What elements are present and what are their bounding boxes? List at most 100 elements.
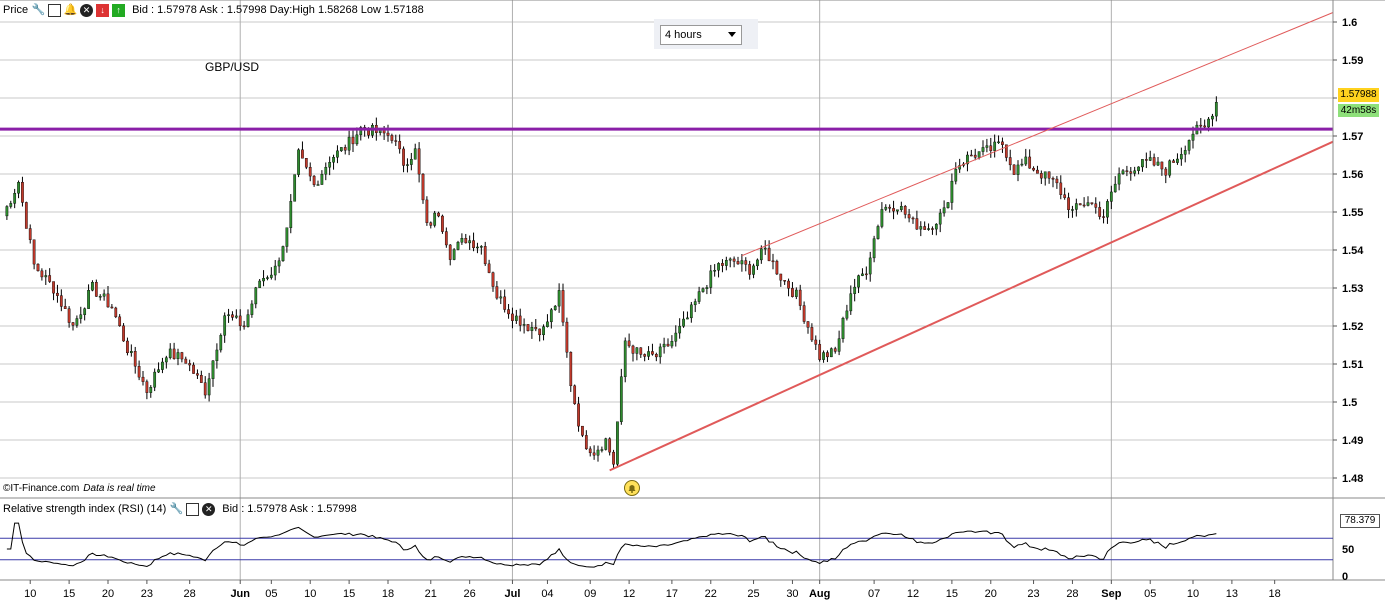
candle-body[interactable] <box>923 226 927 230</box>
candle-body[interactable] <box>643 354 647 357</box>
candle-body[interactable] <box>911 217 915 220</box>
rsi-panel[interactable]: 100500 <box>0 517 1360 583</box>
candle-body[interactable] <box>724 260 728 266</box>
candle-body[interactable] <box>775 260 779 275</box>
candle-body[interactable] <box>888 206 892 209</box>
candle-body[interactable] <box>98 296 102 298</box>
candle-body[interactable] <box>1059 182 1063 195</box>
candle-body[interactable] <box>227 314 230 316</box>
candle-body[interactable] <box>425 199 429 223</box>
candle-body[interactable] <box>448 244 452 260</box>
candle-body[interactable] <box>188 363 192 366</box>
candle-body[interactable] <box>219 335 223 351</box>
candle-body[interactable] <box>1043 171 1047 179</box>
candle-body[interactable] <box>892 208 895 212</box>
candle-body[interactable] <box>1129 171 1133 174</box>
candle-body[interactable] <box>511 313 514 321</box>
candle-body[interactable] <box>833 348 837 352</box>
candle-body[interactable] <box>973 154 977 158</box>
candle-body[interactable] <box>359 127 363 136</box>
candle-body[interactable] <box>211 360 215 379</box>
candle-body[interactable] <box>1074 203 1078 210</box>
close-icon[interactable]: ✕ <box>80 3 94 17</box>
candle-body[interactable] <box>1047 171 1051 179</box>
candle-body[interactable] <box>402 148 405 166</box>
candle-body[interactable] <box>176 352 180 360</box>
candle-body[interactable] <box>526 324 530 331</box>
candle-body[interactable] <box>1211 115 1214 120</box>
candle-body[interactable] <box>254 287 258 305</box>
candle-body[interactable] <box>1071 209 1074 211</box>
candle-body[interactable] <box>161 361 164 370</box>
candle-body[interactable] <box>631 345 635 354</box>
wrench-icon[interactable]: 🔧 <box>31 3 46 16</box>
candle-body[interactable] <box>810 327 814 341</box>
candle-body[interactable] <box>67 308 71 323</box>
candle-body[interactable] <box>709 270 713 288</box>
candle-body[interactable] <box>285 227 289 247</box>
candle-body[interactable] <box>950 180 954 203</box>
candle-body[interactable] <box>320 174 324 185</box>
candle-body[interactable] <box>604 438 608 450</box>
candle-body[interactable] <box>577 403 580 427</box>
candle-body[interactable] <box>91 282 94 291</box>
candle-body[interactable] <box>608 438 612 453</box>
download-icon[interactable]: ↓ <box>96 3 110 17</box>
credit-source[interactable]: ©IT-Finance.com <box>3 483 80 494</box>
candle-body[interactable] <box>110 306 114 309</box>
candle-body[interactable] <box>837 338 841 352</box>
candle-body[interactable] <box>1008 157 1012 166</box>
candle-body[interactable] <box>503 296 507 310</box>
candle-body[interactable] <box>717 263 720 271</box>
candle-body[interactable] <box>1121 170 1125 174</box>
candle-body[interactable] <box>269 274 273 278</box>
candle-body[interactable] <box>903 206 907 215</box>
candle-body[interactable] <box>1156 161 1160 166</box>
candle-body[interactable] <box>573 385 577 404</box>
candle-body[interactable] <box>1078 203 1082 206</box>
candle-body[interactable] <box>452 249 456 260</box>
candle-body[interactable] <box>927 228 930 230</box>
candle-body[interactable] <box>456 241 460 250</box>
candle-body[interactable] <box>114 307 118 318</box>
candle-body[interactable] <box>52 281 55 294</box>
candle-body[interactable] <box>981 147 985 152</box>
candle-body[interactable] <box>841 317 845 339</box>
candle-body[interactable] <box>542 326 545 336</box>
candle-body[interactable] <box>1144 159 1148 161</box>
candle-body[interactable] <box>857 275 860 288</box>
candle-body[interactable] <box>28 228 32 240</box>
candle-body[interactable] <box>332 157 335 163</box>
candle-body[interactable] <box>343 147 347 151</box>
candle-body[interactable] <box>137 365 141 378</box>
candle-body[interactable] <box>872 238 876 259</box>
candle-body[interactable] <box>87 290 90 309</box>
candle-body[interactable] <box>172 348 176 360</box>
candle-body[interactable] <box>1113 183 1117 193</box>
candle-body[interactable] <box>499 296 503 299</box>
candle-body[interactable] <box>1016 164 1020 175</box>
candle-body[interactable] <box>651 351 654 355</box>
candle-body[interactable] <box>56 292 59 296</box>
candle-body[interactable] <box>1055 178 1059 184</box>
candle-body[interactable] <box>705 287 709 289</box>
candle-body[interactable] <box>759 248 763 261</box>
candle-body[interactable] <box>639 347 643 355</box>
candle-body[interactable] <box>347 136 351 151</box>
candle-body[interactable] <box>1032 167 1035 171</box>
candle-body[interactable] <box>308 166 312 177</box>
candle-body[interactable] <box>612 451 615 465</box>
candle-body[interactable] <box>464 238 468 244</box>
candle-body[interactable] <box>907 214 911 219</box>
candle-body[interactable] <box>13 193 17 204</box>
candle-body[interactable] <box>1063 194 1067 198</box>
candle-body[interactable] <box>433 212 437 226</box>
candle-body[interactable] <box>538 328 542 336</box>
candle-body[interactable] <box>693 301 697 306</box>
candle-body[interactable] <box>40 270 44 278</box>
candle-body[interactable] <box>849 293 853 312</box>
candle-body[interactable] <box>1028 156 1032 169</box>
candle-body[interactable] <box>899 206 903 210</box>
candle-body[interactable] <box>763 247 767 250</box>
bell-icon[interactable]: 🔔 <box>63 3 78 16</box>
